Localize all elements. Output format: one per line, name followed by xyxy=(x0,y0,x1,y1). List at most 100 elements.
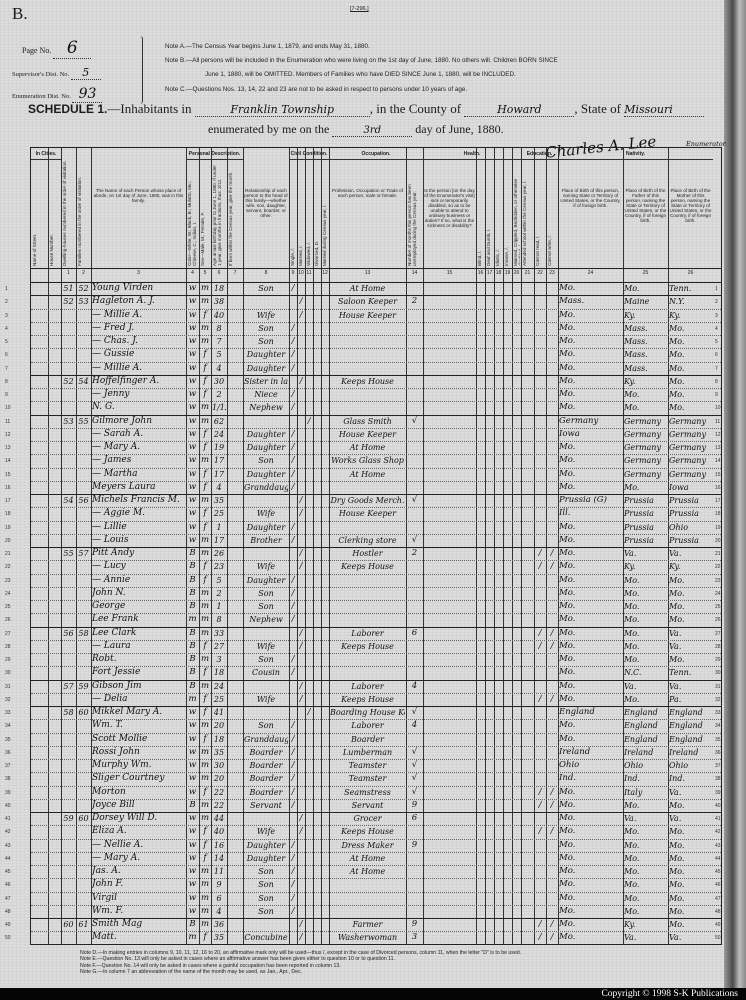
family-number: 53 xyxy=(78,297,89,307)
age: 33 xyxy=(213,628,225,638)
column-header-deaf: Deaf and Dumb, /. xyxy=(486,228,491,266)
row-number-right: 30 xyxy=(715,670,721,677)
row-rule xyxy=(31,467,721,469)
row-number-left: 8 xyxy=(5,378,8,385)
dwelling-number xyxy=(62,825,75,838)
color-code: w xyxy=(188,402,197,413)
family-number: 60 xyxy=(78,814,89,823)
age: 36 xyxy=(213,920,225,929)
row-rule xyxy=(31,838,721,840)
occupation: Farmer xyxy=(352,920,383,929)
relationship: Daughter xyxy=(246,840,286,850)
mother-birthplace: Ky. xyxy=(669,310,681,320)
family-number xyxy=(77,653,90,666)
person-name: — Jenny xyxy=(92,389,130,399)
birthplace: Mo. xyxy=(559,614,576,625)
row-rule xyxy=(31,878,721,880)
column-rule xyxy=(243,148,244,944)
column-number: 6 xyxy=(217,270,221,276)
cannot-read-mark: / xyxy=(538,693,542,704)
mother-birthplace: Mo. xyxy=(669,363,685,373)
father-birthplace: Ky. xyxy=(624,562,636,572)
row-rule xyxy=(31,904,721,906)
occupation: At Home xyxy=(349,469,386,479)
occupation xyxy=(330,388,405,401)
row-number-left: 50 xyxy=(5,935,11,942)
dwelling-number xyxy=(62,640,75,653)
relationship: Granddaughter xyxy=(244,482,288,492)
color-code: w xyxy=(188,362,197,373)
father-birthplace: Mo. xyxy=(624,694,640,704)
months-unemployed xyxy=(407,322,422,335)
occupation xyxy=(330,401,405,414)
township-value: Franklin Township xyxy=(194,103,370,117)
dwelling-number xyxy=(62,322,75,335)
occupation xyxy=(330,892,405,905)
color-code: m xyxy=(188,932,197,943)
column-rule xyxy=(668,148,669,944)
person-name: Young Virden xyxy=(92,283,154,293)
months-unemployed: 2 xyxy=(411,296,418,307)
row-rule xyxy=(31,533,721,535)
column-number: 26 xyxy=(687,270,694,276)
row-number-right: 26 xyxy=(715,617,721,624)
group-header-occupation: Occupation. xyxy=(329,151,423,160)
row-number-left: 34 xyxy=(5,723,11,730)
dwelling-number xyxy=(62,454,75,467)
mother-birthplace: Mo. xyxy=(669,615,685,625)
row-rule xyxy=(31,613,721,615)
row-number-right: 12 xyxy=(715,431,721,438)
column-rule xyxy=(321,148,322,944)
person-name: Murphy Wm. xyxy=(92,760,152,770)
age: 1 xyxy=(216,522,222,532)
months-unemployed xyxy=(407,825,422,838)
age: 22 xyxy=(213,787,225,797)
person-name: Sliger Courtney xyxy=(92,773,165,784)
mother-birthplace: Mo. xyxy=(669,403,685,413)
group-header-personal: Personal Description. xyxy=(186,151,243,160)
sex-code: f xyxy=(203,733,207,744)
color-code: B xyxy=(189,548,196,558)
mother-birthplace: Ky. xyxy=(669,562,681,572)
civil-condition-mark: / xyxy=(299,548,303,558)
age: 4 xyxy=(216,482,222,492)
color-code: B xyxy=(189,587,196,598)
row-number-left: 47 xyxy=(5,895,11,902)
relationship: Boarder xyxy=(249,774,283,784)
column-rule xyxy=(227,148,228,944)
occupation: Laborer xyxy=(351,628,384,638)
father-birthplace: Maine xyxy=(624,297,650,307)
color-code: w xyxy=(188,534,197,545)
row-rule xyxy=(31,454,721,456)
occupation xyxy=(330,613,405,626)
row-number-right: 10 xyxy=(715,405,721,412)
row-number-right: 46 xyxy=(715,882,721,889)
sex-code: f xyxy=(203,428,207,439)
column-rule xyxy=(485,148,486,944)
family-number: 55 xyxy=(78,416,89,426)
sex-code: f xyxy=(203,521,207,532)
sex-code: m xyxy=(200,587,210,598)
occupation xyxy=(330,878,405,891)
row-number-right: 17 xyxy=(715,498,721,504)
family-number xyxy=(77,693,90,706)
mother-birthplace: Mo. xyxy=(669,655,685,664)
mother-birthplace: Va. xyxy=(669,641,682,651)
relationship: Concubine xyxy=(244,933,288,943)
age: 20 xyxy=(213,774,225,784)
color-code: w xyxy=(188,336,197,346)
dwelling-number xyxy=(62,507,75,520)
relationship xyxy=(244,706,288,719)
person-name: Smith Mag xyxy=(92,919,143,929)
column-header-sex: Sex—Male, M.; Female, F. xyxy=(200,211,205,266)
dwelling-number xyxy=(62,441,75,454)
dwelling-number xyxy=(62,362,75,375)
column-header-father-birthplace: Place of Birth of the Father of this per… xyxy=(624,188,667,223)
dwelling-number xyxy=(62,309,75,322)
dwelling-number xyxy=(62,772,75,785)
row-number-left: 49 xyxy=(5,922,11,928)
father-birthplace: Mo. xyxy=(624,800,640,810)
row-number-left: 14 xyxy=(5,458,11,465)
mother-birthplace: Va. xyxy=(669,549,682,558)
birthplace: Mo. xyxy=(559,919,576,929)
